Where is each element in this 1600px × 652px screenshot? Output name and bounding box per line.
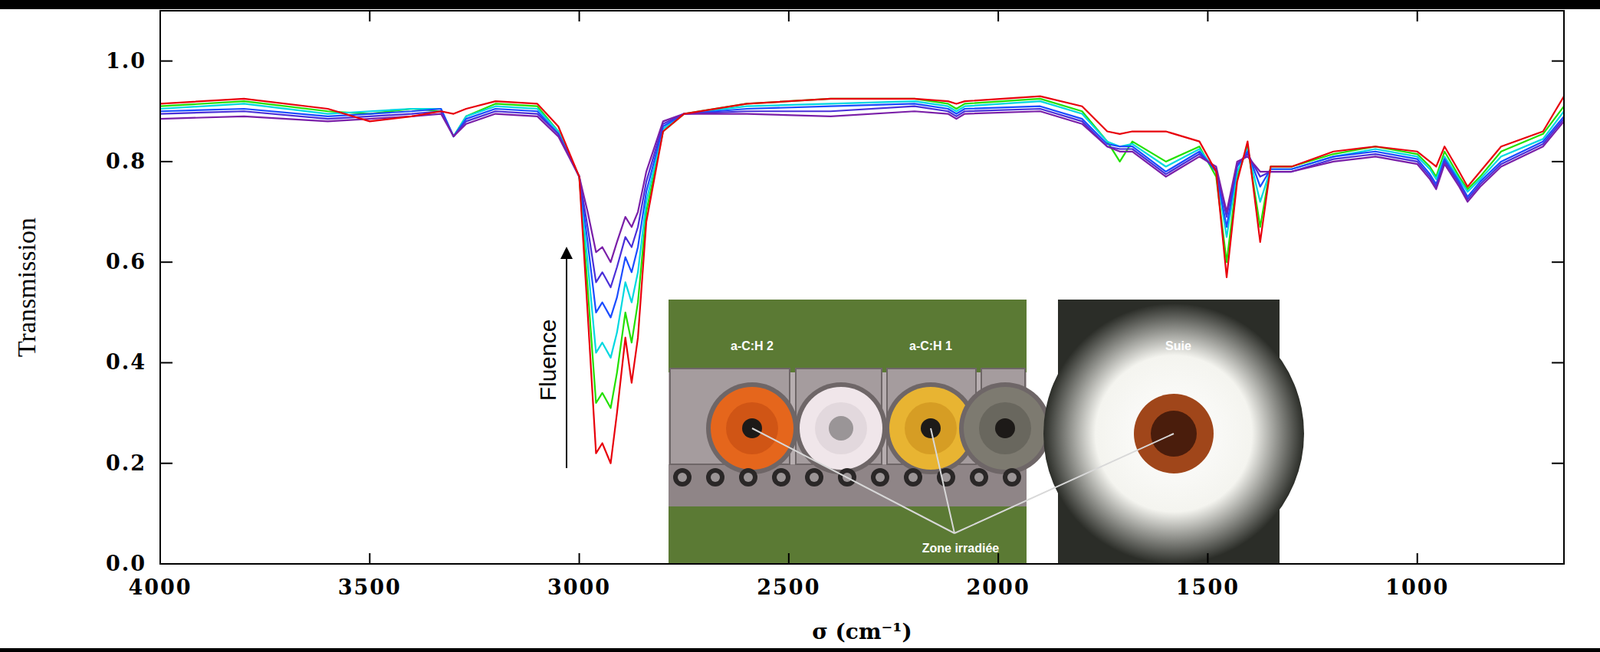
spectrum bbox=[160, 98, 1564, 409]
annotation: Fluence bbox=[535, 319, 561, 402]
y-tick bbox=[1551, 60, 1564, 63]
screw bbox=[706, 468, 725, 487]
holder-ring bbox=[959, 382, 1052, 475]
frame bbox=[160, 10, 1564, 565]
top-band bbox=[0, 0, 1600, 10]
screw-center bbox=[710, 473, 720, 483]
y-tick-label: 0.0 bbox=[105, 551, 147, 576]
screw-center bbox=[743, 473, 753, 483]
screw-center bbox=[974, 473, 984, 483]
screw-center bbox=[809, 473, 819, 483]
sample-disk bbox=[799, 387, 883, 470]
sample-ring bbox=[979, 402, 1032, 455]
x-tick-label: 1000 bbox=[1385, 575, 1449, 600]
y-tick bbox=[1551, 563, 1564, 566]
x-tick-label: 3500 bbox=[338, 575, 402, 600]
y-tick-label: 0.4 bbox=[105, 350, 147, 375]
x-tick-label: 4000 bbox=[128, 575, 192, 600]
screw-center bbox=[1007, 473, 1017, 483]
leader-line bbox=[954, 433, 1174, 534]
x-tick bbox=[788, 10, 790, 22]
screw-center bbox=[776, 473, 786, 483]
plate-lower bbox=[668, 464, 1027, 507]
x-tick bbox=[1416, 553, 1419, 565]
screw bbox=[673, 468, 692, 487]
spectrum bbox=[160, 106, 1564, 288]
y-tick-label: 1.0 bbox=[105, 49, 147, 73]
y-tick bbox=[1551, 261, 1564, 263]
screw bbox=[969, 468, 989, 487]
spectrum bbox=[160, 111, 1564, 263]
photo-insets bbox=[668, 299, 1305, 566]
x-tick bbox=[159, 553, 161, 565]
x-tick-label: 1500 bbox=[1176, 575, 1240, 600]
screw bbox=[903, 468, 923, 487]
irradiated-spot bbox=[995, 418, 1016, 439]
y-tick bbox=[1551, 160, 1564, 163]
y-tick-label: 0.6 bbox=[105, 249, 147, 274]
photo-label: Suie bbox=[1165, 339, 1192, 353]
screw bbox=[739, 468, 758, 487]
y-tick-label: 0.2 bbox=[105, 451, 147, 476]
x-tick bbox=[578, 553, 581, 565]
x-tick bbox=[1206, 553, 1209, 565]
fluence-arrowhead bbox=[560, 246, 573, 260]
sample-ring bbox=[814, 402, 868, 455]
screw bbox=[804, 468, 824, 487]
background bbox=[0, 0, 1600, 652]
x-tick bbox=[1206, 10, 1209, 22]
x-axis-title: σ (cm⁻¹) bbox=[811, 619, 913, 645]
x-tick bbox=[788, 553, 790, 565]
y-tick bbox=[160, 160, 173, 163]
x-tick-label: 2500 bbox=[756, 575, 821, 600]
x-tick-label: 3000 bbox=[547, 575, 612, 600]
y-tick bbox=[160, 60, 173, 63]
leader-line bbox=[752, 428, 955, 534]
x-tick bbox=[997, 10, 999, 22]
y-tick bbox=[160, 463, 173, 465]
y-tick bbox=[1551, 463, 1564, 465]
y-tick bbox=[160, 563, 173, 566]
irradiated-spot bbox=[828, 416, 854, 441]
y-axis-title: Transmission bbox=[12, 217, 41, 358]
x-tick bbox=[578, 10, 581, 22]
x-tick bbox=[368, 553, 371, 565]
y-tick bbox=[160, 361, 173, 364]
screw-center bbox=[908, 473, 918, 483]
chart: 4000 3500 3000 2500 2000 1500 1000 0.0 0.2 0.4 0.6… bbox=[0, 0, 1600, 652]
x-tick bbox=[159, 10, 161, 22]
y-tick bbox=[160, 261, 173, 263]
screw bbox=[870, 468, 890, 487]
sample-disk bbox=[963, 387, 1047, 470]
photo-label: Zone irradiée bbox=[922, 542, 1000, 556]
fluence-arrow bbox=[565, 256, 568, 469]
curves bbox=[160, 96, 1564, 464]
y-tick bbox=[1551, 361, 1564, 364]
photo-label: a-C:H 2 bbox=[730, 339, 774, 353]
x-tick bbox=[1416, 10, 1419, 22]
spectrum bbox=[160, 96, 1564, 464]
spectrum bbox=[160, 101, 1564, 359]
holder-ring bbox=[795, 382, 888, 475]
screw bbox=[772, 468, 791, 487]
bottom-band bbox=[0, 648, 1600, 652]
x-tick bbox=[997, 553, 999, 565]
x-tick-label: 2000 bbox=[966, 575, 1031, 600]
y-tick-label: 0.8 bbox=[105, 149, 147, 174]
screw-center bbox=[875, 473, 885, 483]
screw-center bbox=[677, 473, 687, 483]
photo-label: a-C:H 1 bbox=[909, 339, 953, 353]
spectrum bbox=[160, 103, 1564, 318]
screw bbox=[1002, 468, 1022, 487]
x-tick bbox=[368, 10, 371, 22]
leader-line bbox=[930, 428, 955, 534]
